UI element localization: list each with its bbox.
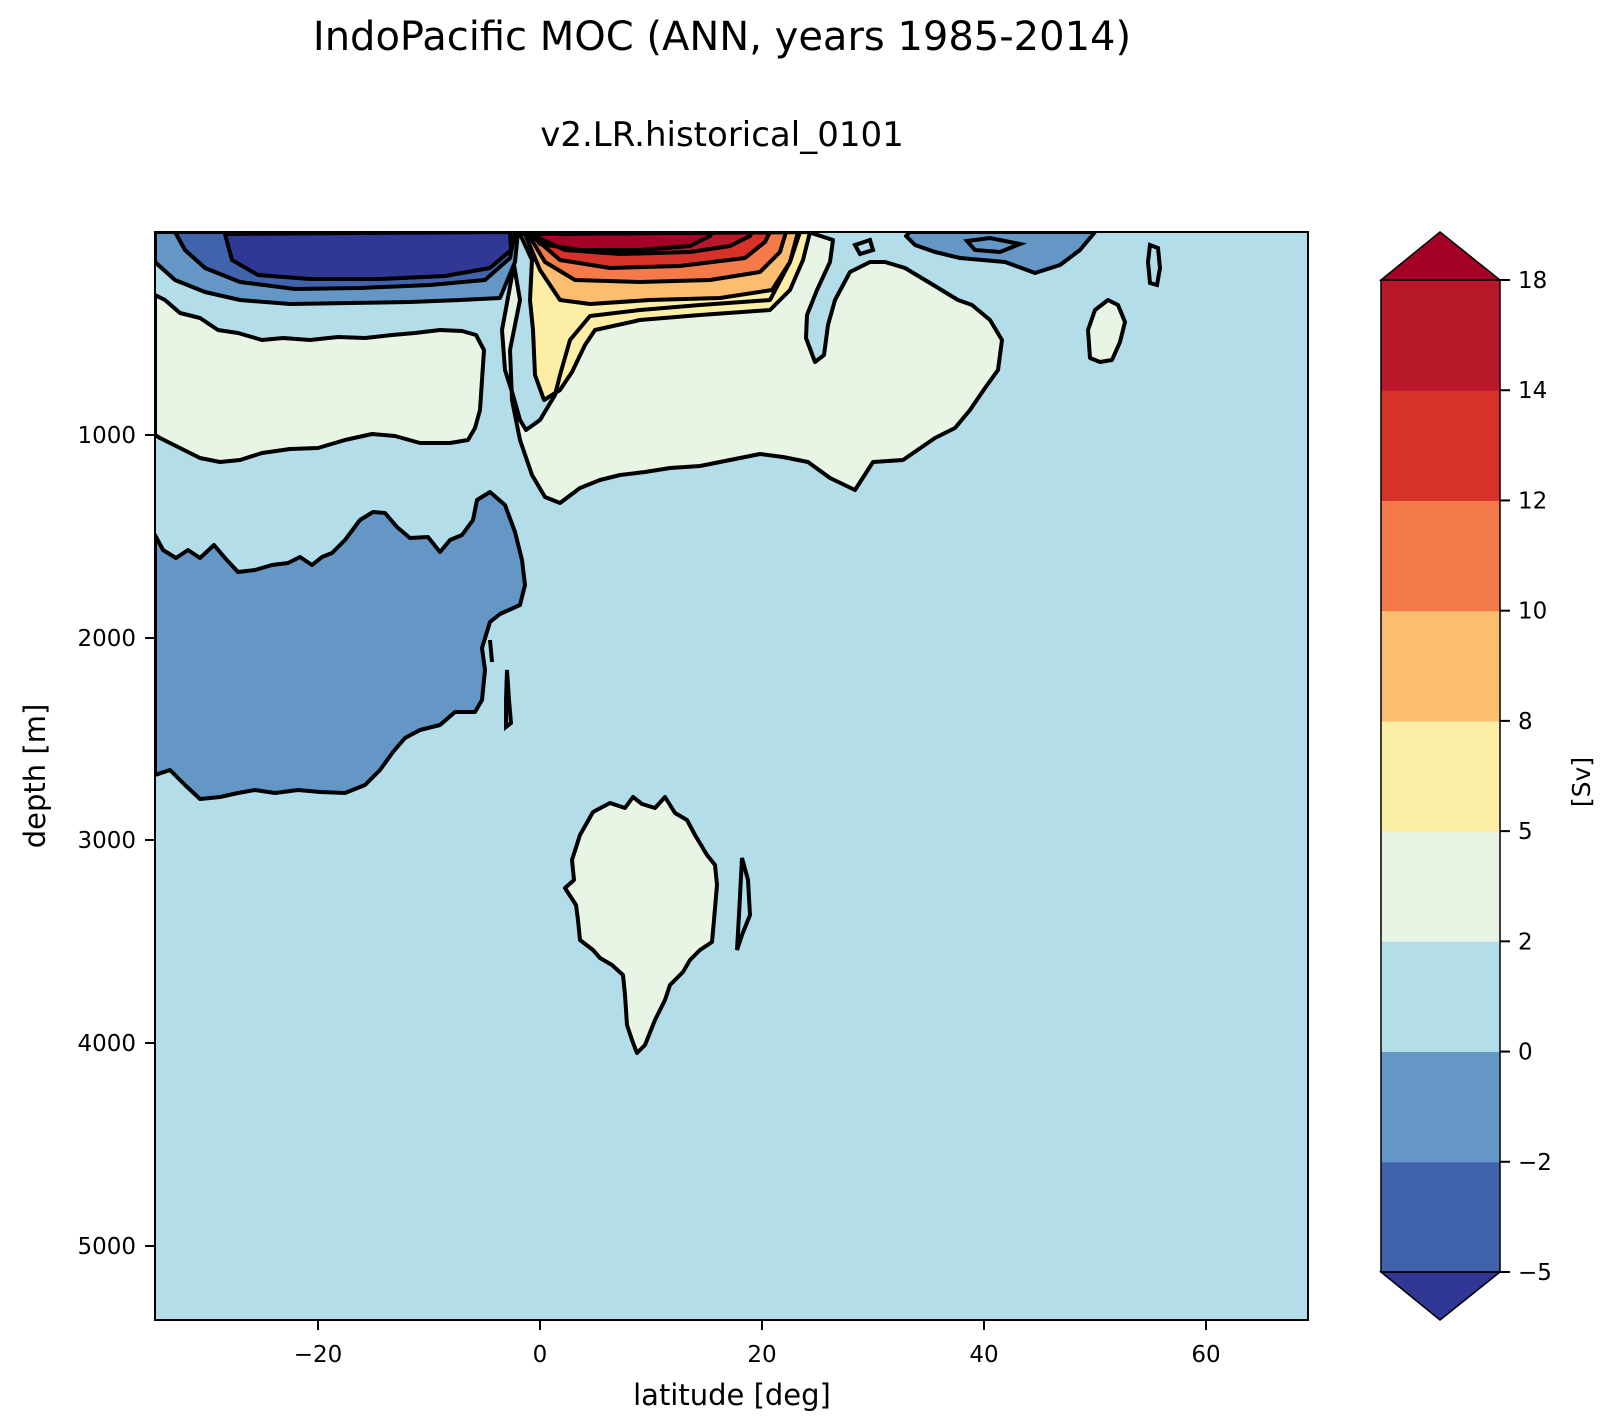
y-tick: 2000 xyxy=(77,626,155,652)
contour-line xyxy=(523,232,800,306)
contour-line xyxy=(488,639,494,663)
contour-line xyxy=(852,237,876,257)
x-tick-label: 60 xyxy=(1191,1342,1220,1368)
colorbar-tick-label: 5 xyxy=(1518,819,1533,845)
x-tick: 60 xyxy=(1191,1320,1221,1368)
colorbar-band xyxy=(1381,720,1500,832)
colorbar-tick-label: 8 xyxy=(1518,709,1533,735)
colorbar-band xyxy=(1381,390,1500,501)
contour-line xyxy=(526,232,788,284)
x-tick: −20 xyxy=(294,1320,343,1368)
y-axis-label: depth [m] xyxy=(18,704,52,849)
x-tick: 0 xyxy=(533,1320,548,1368)
colorbar-over-triangle xyxy=(1378,231,1503,281)
colorbar-band xyxy=(1381,941,1500,1053)
y-tick-label: 2000 xyxy=(77,626,136,652)
colorbar-frame xyxy=(1380,279,1501,1273)
region-deep-negative-cell xyxy=(155,492,525,799)
colorbar-band xyxy=(1381,280,1500,391)
contour-lines xyxy=(155,232,1163,1055)
colorbar-band xyxy=(1381,831,1500,942)
region-southern-surface-core xyxy=(225,232,511,279)
contour-line xyxy=(518,232,812,402)
contour-line xyxy=(504,669,514,732)
colorbar-tick-label: 18 xyxy=(1518,268,1547,294)
colorbar-tick-label: −5 xyxy=(1518,1260,1552,1286)
y-tick: 4000 xyxy=(77,1031,155,1057)
y-axis: 1000 2000 3000 4000 5000 depth [m] xyxy=(18,423,155,1260)
colorbar-tick-label: 2 xyxy=(1518,929,1533,955)
colorbar-tick-label: −2 xyxy=(1518,1150,1552,1176)
x-tick: 40 xyxy=(969,1320,999,1368)
colorbar-tick-label: 0 xyxy=(1518,1040,1533,1066)
colorbar-band xyxy=(1381,500,1500,612)
plot-area xyxy=(155,232,1308,1320)
y-tick: 3000 xyxy=(77,828,155,854)
colorbar-bands xyxy=(1381,280,1500,1273)
chart-subtitle: v2.LR.historical_0101 xyxy=(540,115,904,155)
colorbar-tick-label: 12 xyxy=(1518,488,1547,514)
y-tick-label: 1000 xyxy=(77,423,136,449)
x-axis-label: latitude [deg] xyxy=(633,1378,831,1412)
x-tick-label: 0 xyxy=(533,1342,548,1368)
contour-line xyxy=(500,232,1004,505)
colorbar-tick-label: 10 xyxy=(1518,599,1547,625)
colorbar-ticks: −5 −2 0 2 5 8 10 12 14 18 xyxy=(1500,268,1552,1286)
colorbar-band xyxy=(1381,610,1500,722)
colorbar-under-triangle xyxy=(1378,1271,1503,1321)
plot-frame xyxy=(154,231,1309,1321)
colorbar-band xyxy=(1381,1161,1500,1273)
y-tick-label: 4000 xyxy=(77,1031,136,1057)
contour-line xyxy=(155,232,520,306)
contour-line xyxy=(904,232,1097,275)
region-northern-surface-core xyxy=(530,232,712,250)
colorbar-band xyxy=(1381,1051,1500,1163)
y-tick-label: 3000 xyxy=(77,828,136,854)
contour-line xyxy=(1145,242,1163,288)
x-tick-label: −20 xyxy=(294,1342,343,1368)
x-axis: −20 0 20 40 60 latitude [deg] xyxy=(294,1320,1221,1412)
x-tick: 20 xyxy=(747,1320,777,1368)
contour-line xyxy=(528,232,772,270)
contour-line xyxy=(155,293,486,464)
contour-line xyxy=(155,490,527,801)
contour-line xyxy=(962,235,1027,255)
x-tick-label: 40 xyxy=(969,1342,998,1368)
y-tick: 5000 xyxy=(77,1234,155,1260)
x-tick-label: 20 xyxy=(747,1342,776,1368)
contour-line xyxy=(1086,298,1127,364)
chart-title: IndoPacific MOC (ANN, years 1985-2014) xyxy=(312,14,1132,60)
region-positive-island xyxy=(1088,300,1125,362)
region-intermediate-positive-south xyxy=(155,295,484,462)
y-tick: 1000 xyxy=(77,423,155,449)
y-tick-label: 5000 xyxy=(77,1234,136,1260)
contour-line xyxy=(563,795,719,1055)
contour-line xyxy=(735,857,753,951)
region-intermediate-positive-north xyxy=(502,232,1002,503)
contour-line xyxy=(223,232,513,281)
region-abyssal-positive-patch xyxy=(565,797,717,1053)
colorbar: −5 −2 0 2 5 8 10 12 14 18 [Sv] xyxy=(1378,231,1596,1321)
colorbar-label: [Sv] xyxy=(1567,757,1596,807)
colorbar-tick-label: 14 xyxy=(1518,378,1547,404)
